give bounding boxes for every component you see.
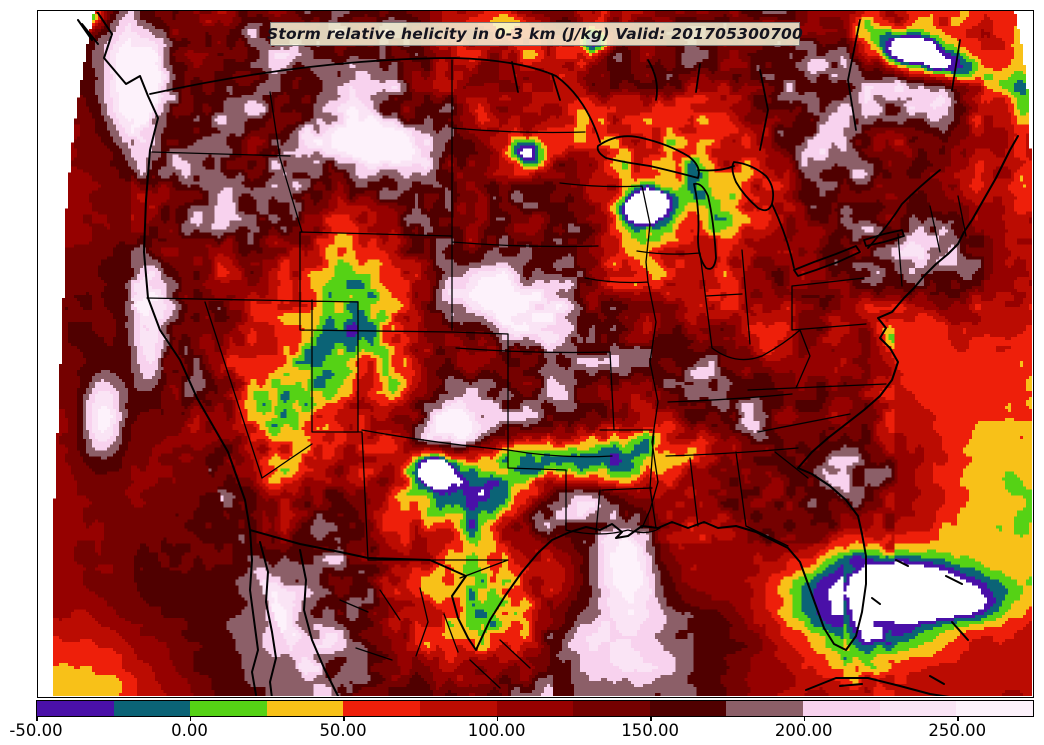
colorbar-segment-100 (496, 701, 574, 716)
colorbar (36, 700, 1034, 717)
colorbar-tick-label: 250.00 (928, 721, 987, 740)
colorbar-tick-label: 50.00 (319, 721, 367, 740)
colorbar-segment-125 (573, 701, 650, 716)
colorbar-tick (650, 717, 652, 721)
colorbar-tick (803, 717, 806, 721)
colorbar-segment-0 (190, 701, 267, 716)
colorbar-tick (957, 717, 959, 721)
colorbar-segment-75 (420, 701, 497, 716)
colorbar-tick-label: -50.00 (9, 721, 63, 740)
colorbar-segment-50 (343, 701, 421, 716)
colorbar-tick-label: 200.00 (774, 721, 833, 740)
colorbar-tick-label: 100.00 (467, 721, 526, 740)
colorbar-tick (189, 717, 192, 721)
colorbar-segment-200 (803, 701, 880, 716)
colorbar-tick-label: 0.00 (171, 721, 208, 740)
colorbar-segment-175 (726, 701, 804, 716)
colorbar-tick (343, 717, 345, 721)
map-frame (37, 10, 1034, 698)
colorbar-segment-150 (649, 701, 727, 716)
helicity-field-canvas (38, 11, 1032, 696)
colorbar-tick (496, 717, 499, 721)
colorbar-segment--50 (37, 701, 114, 716)
title-box: Storm relative helicity in 0-3 km (J/kg)… (266, 22, 804, 46)
colorbar-segment--25 (113, 701, 191, 716)
colorbar-tick (36, 717, 38, 721)
colorbar-segment-250 (956, 701, 1033, 716)
colorbar-segment-225 (879, 701, 957, 716)
map-title: Storm relative helicity in 0-3 km (J/kg)… (266, 25, 804, 43)
colorbar-segment-25 (266, 701, 344, 716)
colorbar-tick-label: 150.00 (621, 721, 680, 740)
